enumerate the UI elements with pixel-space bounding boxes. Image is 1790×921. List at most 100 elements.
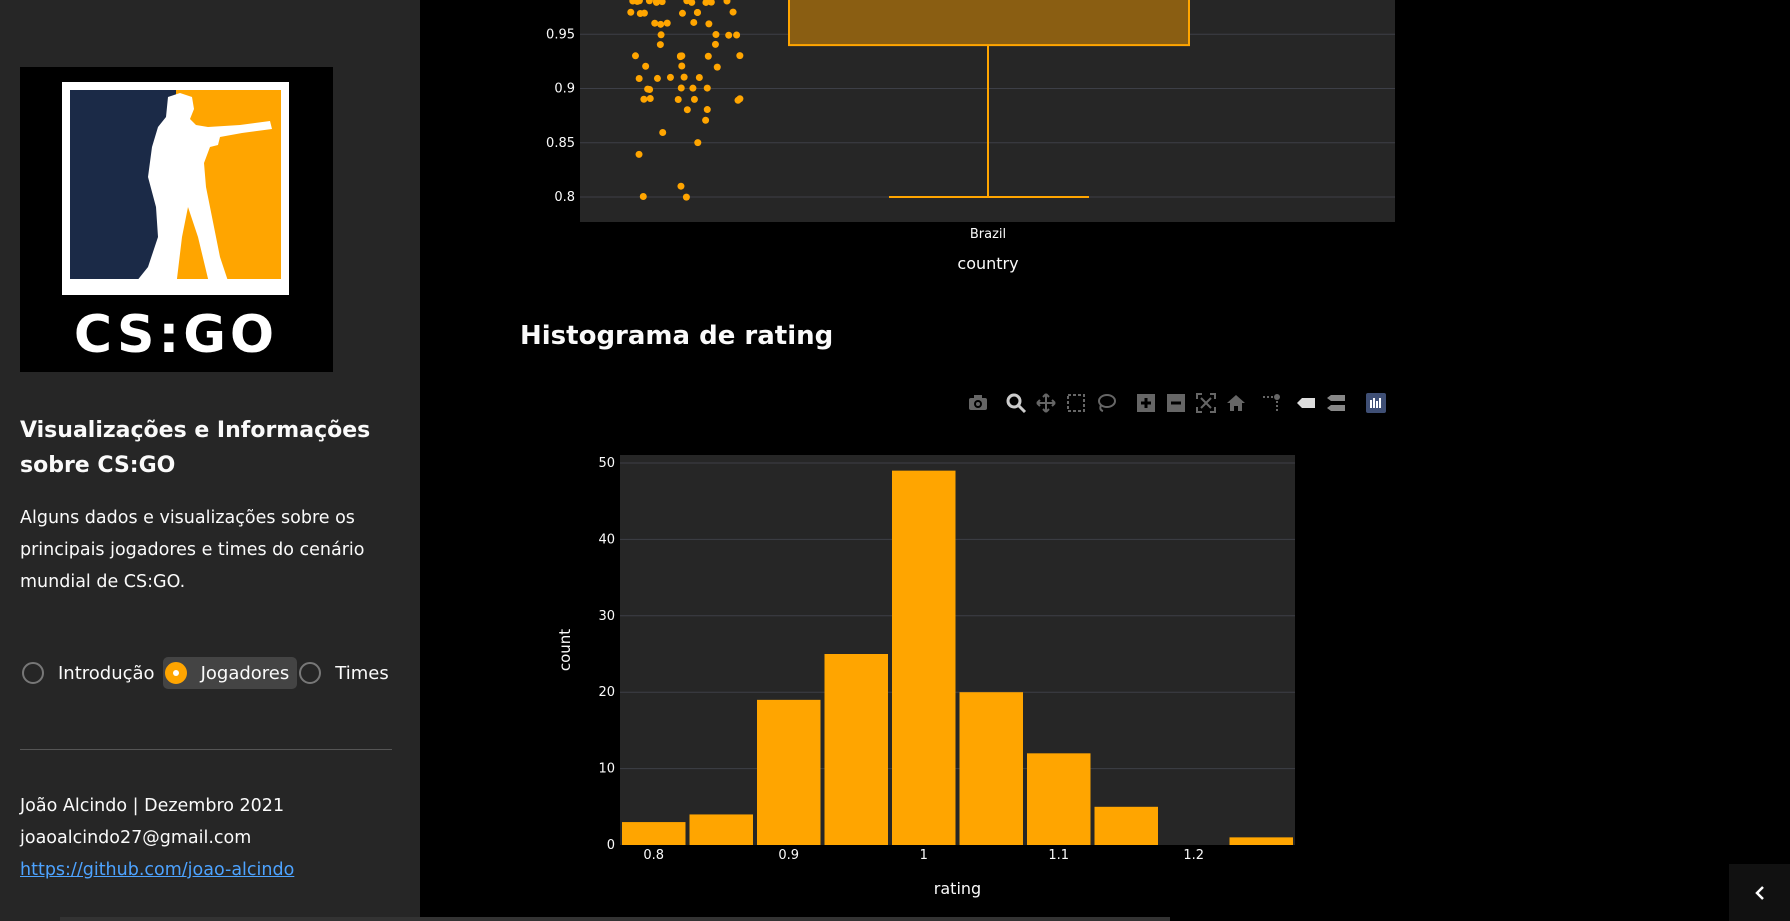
- pan-icon[interactable]: [1035, 392, 1057, 414]
- boxplot-point: [657, 20, 665, 28]
- boxplot-point: [695, 73, 703, 81]
- histogram-x-tick: 1: [920, 848, 928, 863]
- radio-label: Introdução: [58, 662, 155, 684]
- zoom-out-icon[interactable]: [1165, 392, 1187, 414]
- boxplot-point: [658, 0, 666, 6]
- histogram-x-tick: 0.8: [643, 848, 664, 863]
- histogram-bar: [959, 692, 1023, 845]
- boxplot-point: [656, 41, 664, 49]
- boxplot-point: [704, 52, 712, 60]
- spike-lines-icon[interactable]: [1260, 392, 1282, 414]
- histogram-bar: [824, 654, 888, 845]
- boxplot-point: [736, 52, 744, 60]
- boxplot-point: [678, 62, 686, 70]
- zoom-icon[interactable]: [1005, 392, 1027, 414]
- histogram-bar: [622, 822, 686, 845]
- boxplot-point: [694, 8, 702, 16]
- histogram-bar: [757, 699, 821, 845]
- histogram-y-axis-label: count: [556, 629, 574, 671]
- boxplot-point: [683, 106, 691, 114]
- boxplot-x-axis-label: country: [957, 254, 1018, 273]
- radio-circle-icon[interactable]: [22, 662, 44, 684]
- histogram-x-tick: 0.9: [778, 848, 799, 863]
- csgo-logo: CS:GO: [20, 67, 333, 372]
- boxplot-point: [702, 116, 710, 124]
- boxplot-point: [703, 84, 711, 92]
- github-link[interactable]: https://github.com/joao-alcindo: [20, 860, 295, 880]
- boxplot-point: [653, 74, 661, 82]
- boxplot-point: [703, 106, 711, 114]
- author-date: João Alcindo | Dezembro 2021: [20, 796, 285, 816]
- hover-closest-icon[interactable]: [1295, 392, 1317, 414]
- boxplot-point: [689, 84, 697, 92]
- plotly-logo-icon[interactable]: [1365, 392, 1387, 414]
- boxplot-point: [642, 62, 650, 70]
- boxplot-point: [640, 95, 648, 103]
- sidebar: CS:GO Visualizações e Informações sobre …: [0, 0, 420, 921]
- radio-circle-icon[interactable]: [299, 662, 322, 684]
- histogram-y-tick: 50: [598, 456, 615, 471]
- boxplot-point: [729, 8, 737, 16]
- boxplot-point: [640, 9, 648, 17]
- boxplot-point: [707, 0, 715, 6]
- boxplot-point: [711, 40, 719, 48]
- sidebar-description: Alguns dados e visualizações sobre os pr…: [20, 508, 365, 592]
- boxplot-point: [644, 85, 652, 93]
- radio-jogadores[interactable]: Jogadores: [162, 657, 298, 689]
- boxplot-point: [652, 0, 660, 5]
- boxplot-point: [694, 139, 702, 147]
- boxplot-point: [677, 84, 685, 92]
- radio-introducao[interactable]: Introdução: [20, 657, 163, 689]
- histogram-y-tick: 0: [607, 838, 615, 853]
- boxplot-point: [680, 73, 688, 81]
- boxplot-point: [713, 63, 721, 71]
- histogram-y-tick: 10: [598, 762, 615, 777]
- boxplot-point: [683, 0, 691, 5]
- radio-circle-icon[interactable]: [164, 662, 187, 684]
- hover-compare-icon[interactable]: [1325, 392, 1347, 414]
- boxplot-point: [678, 52, 686, 60]
- radio-times[interactable]: Times: [297, 657, 396, 689]
- boxplot-point: [666, 73, 674, 81]
- radio-label: Times: [335, 662, 389, 684]
- lasso-select-icon[interactable]: [1095, 392, 1117, 414]
- boxplot-point: [736, 95, 744, 103]
- boxplot-point: [725, 31, 733, 39]
- histogram-bar: [1229, 837, 1293, 845]
- boxplot-point: [702, 0, 710, 6]
- histogram-x-axis-label: rating: [934, 879, 981, 898]
- boxplot-point: [635, 75, 643, 83]
- reset-axes-icon[interactable]: [1225, 392, 1247, 414]
- boxplot-point: [635, 150, 643, 158]
- page-radio-group: Introdução Jogadores Times: [20, 657, 397, 689]
- boxplot-point: [690, 18, 698, 26]
- box-select-icon[interactable]: [1065, 392, 1087, 414]
- logo-text: CS:GO: [74, 305, 278, 365]
- boxplot-y-tick: 0.95: [546, 27, 575, 42]
- histogram-bar: [1094, 806, 1158, 845]
- boxplot-point: [677, 182, 685, 190]
- collapse-sidebar-button[interactable]: [1729, 864, 1790, 921]
- histogram-section-title: Histograma de rating: [520, 321, 834, 351]
- autoscale-icon[interactable]: [1195, 392, 1217, 414]
- boxplot-point: [733, 31, 741, 39]
- boxplot-point: [631, 52, 639, 60]
- boxplot-point: [705, 20, 713, 28]
- histogram-y-tick: 40: [598, 532, 615, 547]
- boxplot-point: [659, 128, 667, 136]
- boxplot-point: [646, 94, 654, 102]
- boxplot-y-tick: 0.8: [554, 190, 575, 205]
- histogram-y-tick: 20: [598, 685, 615, 700]
- boxplot-point: [712, 31, 720, 39]
- horizontal-scrollbar[interactable]: [60, 917, 1170, 921]
- boxplot-point: [651, 19, 659, 27]
- camera-icon[interactable]: [967, 392, 989, 414]
- boxplot-point: [690, 95, 698, 103]
- histogram-y-tick: 30: [598, 609, 615, 624]
- zoom-in-icon[interactable]: [1135, 392, 1157, 414]
- histogram-x-tick: 1.2: [1183, 848, 1204, 863]
- histogram-bar: [892, 470, 956, 845]
- histogram-bar: [689, 814, 753, 845]
- plotly-modebar: [965, 392, 1395, 416]
- box-body: [788, 0, 1190, 47]
